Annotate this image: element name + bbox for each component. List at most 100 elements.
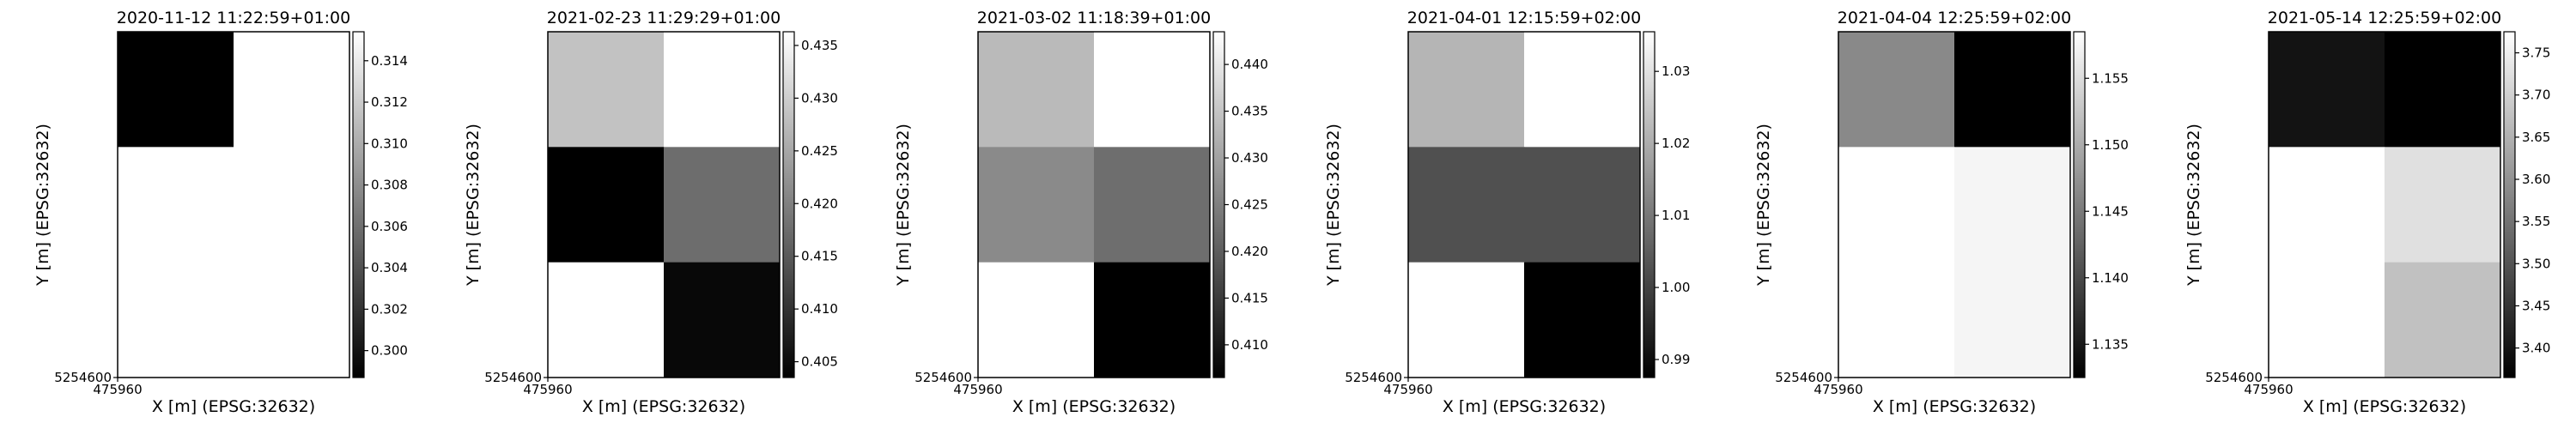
heatmap-cell (664, 147, 781, 263)
x-axis-label: X [m] (EPSG:32632) (582, 397, 745, 416)
heatmap-cell (548, 32, 665, 148)
colorbar-tick-label: 3.50 (2522, 256, 2550, 271)
colorbar (2503, 31, 2516, 378)
colorbar (782, 31, 795, 378)
y-axis-label: Y [m] (EPSG:32632) (464, 124, 483, 287)
y-axis-label: Y [m] (EPSG:32632) (1754, 124, 1773, 287)
heatmap-cell (2269, 262, 2385, 378)
colorbar-tick-label: 0.420 (1231, 244, 1268, 259)
colorbar-tick-label: 0.430 (1231, 150, 1268, 166)
colorbar-tick-label: 0.415 (1231, 290, 1268, 305)
colorbar-tick-label: 3.65 (2522, 130, 2550, 145)
heatmap-cells (978, 32, 1211, 378)
colorbar-tick-label: 3.55 (2522, 214, 2550, 229)
heatmap-cell (548, 262, 665, 378)
heatmap-cell (2269, 147, 2385, 263)
colorbar-tick-label: 0.410 (801, 301, 838, 317)
colorbar-tick-label: 0.425 (801, 143, 838, 159)
colorbar-tick-label: 1.135 (2092, 336, 2129, 352)
heatmap-cell (664, 32, 781, 148)
axes-frame (1407, 31, 1641, 378)
colorbar-tick-label: 0.314 (371, 53, 408, 69)
x-tick-label: 475960 (2244, 382, 2293, 397)
heatmap-cell (1524, 147, 1641, 263)
colorbar-tick-label: 1.03 (1662, 63, 1690, 79)
heatmap-cells (1408, 32, 1641, 378)
panel-title: 2021-04-01 12:15:59+02:00 (1407, 9, 1641, 27)
heatmap-cell (234, 32, 350, 148)
panel-title: 2021-03-02 11:18:39+01:00 (977, 9, 1211, 27)
colorbar-tick-label: 3.70 (2522, 88, 2550, 103)
y-tick-label: 5254600 (54, 370, 112, 385)
heatmap-cell (234, 147, 350, 263)
y-tick-label: 5254600 (484, 370, 542, 385)
y-axis-label: Y [m] (EPSG:32632) (1324, 124, 1343, 287)
heatmap-cell (1408, 32, 1525, 148)
heatmap-cell (2385, 32, 2501, 148)
colorbar-tick-label: 3.60 (2522, 172, 2550, 187)
colorbar-tick-label: 1.00 (1662, 280, 1690, 295)
heatmap-cells (1838, 32, 2071, 378)
heatmap-cell (1094, 147, 1211, 263)
colorbar-tick-label: 0.425 (1231, 197, 1268, 213)
colorbar-tick-label: 1.155 (2092, 70, 2129, 86)
heatmap-cell (1954, 147, 2071, 263)
colorbar-tick-label: 3.45 (2522, 298, 2550, 313)
colorbar-tick-label: 1.150 (2092, 137, 2129, 153)
x-axis-label: X [m] (EPSG:32632) (2303, 397, 2466, 416)
axes-frame (117, 31, 350, 378)
colorbar-tick-label: 1.145 (2092, 203, 2129, 219)
heatmap-cell (978, 262, 1095, 378)
y-axis-label: Y [m] (EPSG:32632) (33, 124, 52, 287)
heatmap-cell (1838, 32, 1955, 148)
heatmap-cell (1408, 147, 1525, 263)
heatmap-cell (2385, 262, 2501, 378)
colorbar-tick-label: 0.435 (801, 38, 838, 53)
colorbar-tick-label: 0.99 (1662, 352, 1690, 367)
y-tick-label: 5254600 (1345, 370, 1402, 385)
heatmap-cell (1954, 32, 2071, 148)
axes-frame (547, 31, 781, 378)
axes-frame (1838, 31, 2071, 378)
colorbar (2073, 31, 2086, 378)
colorbar-tick-label: 0.415 (801, 249, 838, 264)
x-axis-label: X [m] (EPSG:32632) (1443, 397, 1606, 416)
x-axis-label: X [m] (EPSG:32632) (1873, 397, 2036, 416)
colorbar-tick-label: 1.01 (1662, 208, 1690, 223)
colorbar-tick-label: 0.405 (801, 354, 838, 370)
y-tick-label: 5254600 (2205, 370, 2263, 385)
colorbar-tick-label: 0.430 (801, 90, 838, 106)
heatmap-cells (2269, 32, 2501, 378)
x-axis-label: X [m] (EPSG:32632) (1012, 397, 1176, 416)
heatmap-cell (978, 32, 1095, 148)
heatmap-cell (1838, 262, 1955, 378)
x-axis-label: X [m] (EPSG:32632) (152, 397, 315, 416)
colorbar-tick-label: 1.140 (2092, 270, 2129, 286)
heatmap-cell (234, 262, 350, 378)
heatmap-cells (118, 32, 350, 378)
heatmap-cell (2385, 147, 2501, 263)
y-axis-label: Y [m] (EPSG:32632) (2184, 124, 2203, 287)
heatmap-cell (548, 147, 665, 263)
x-tick-label: 475960 (1383, 382, 1432, 397)
colorbar-tick-label: 0.308 (371, 178, 408, 193)
colorbar (1643, 31, 1656, 378)
colorbar-tick-label: 0.440 (1231, 57, 1268, 72)
x-tick-label: 475960 (1814, 382, 1862, 397)
heatmap-cell (1524, 262, 1641, 378)
x-tick-label: 475960 (523, 382, 572, 397)
heatmap-cell (1094, 262, 1211, 378)
axes-frame (977, 31, 1211, 378)
heatmap-cell (2269, 32, 2385, 148)
heatmap-cell (1408, 262, 1525, 378)
panel-title: 2021-05-14 12:25:59+02:00 (2268, 9, 2501, 27)
colorbar-tick-label: 3.40 (2522, 341, 2550, 356)
colorbar-tick-label: 0.420 (801, 196, 838, 211)
colorbar-tick-label: 0.304 (371, 260, 408, 275)
